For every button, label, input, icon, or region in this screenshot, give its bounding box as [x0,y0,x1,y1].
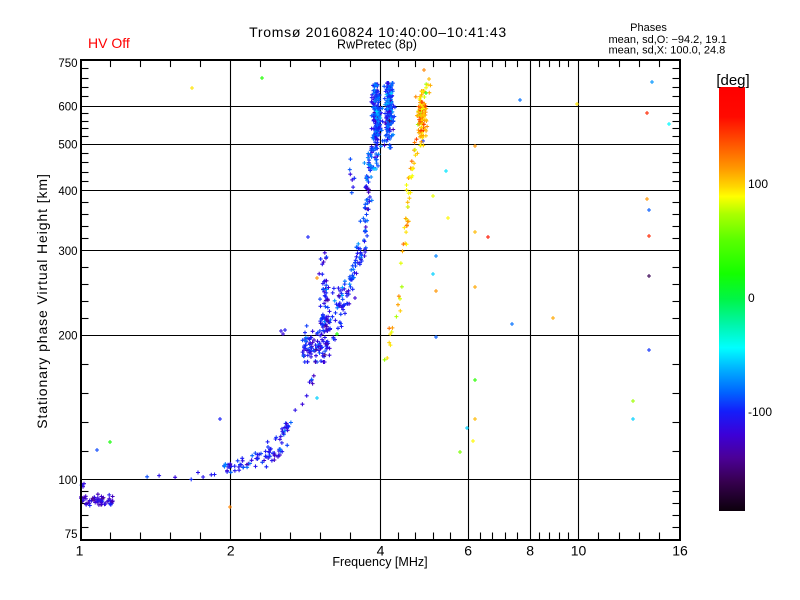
svg-text:1: 1 [76,543,84,559]
svg-text:600: 600 [58,101,77,113]
svg-text:200: 200 [58,331,77,343]
svg-text:500: 500 [58,139,77,151]
svg-text:0: 0 [748,291,755,305]
svg-text:mean, sd,X: 100.0, 24.8: mean, sd,X: 100.0, 24.8 [609,44,726,56]
svg-text:[deg]: [deg] [716,72,749,89]
svg-text:100: 100 [58,475,77,487]
svg-text:100: 100 [748,177,768,191]
svg-text:Phases: Phases [630,22,667,34]
svg-text:4: 4 [377,543,385,559]
svg-text:6: 6 [464,543,472,559]
svg-text:RwPretec (8p): RwPretec (8p) [337,38,417,52]
svg-text:400: 400 [58,186,77,198]
svg-text:2: 2 [227,543,235,559]
svg-text:300: 300 [58,246,77,258]
svg-text:mean, sd,O: −94.2, 19.1: mean, sd,O: −94.2, 19.1 [609,34,727,46]
svg-text:750: 750 [58,58,77,70]
svg-text:10: 10 [571,543,587,559]
svg-text:8: 8 [526,543,534,559]
svg-text:75: 75 [65,529,78,541]
svg-text:Stationary phase Virtual Heigh: Stationary phase Virtual Height [km] [34,173,50,428]
svg-text:HV Off: HV Off [88,35,130,51]
svg-text:-100: -100 [748,405,772,419]
svg-text:16: 16 [672,543,688,559]
svg-text:Tromsø 20160824 10:40:00–10:41: Tromsø 20160824 10:40:00–10:41:43 [249,24,507,40]
svg-text:Frequency [MHz]: Frequency [MHz] [332,555,427,569]
